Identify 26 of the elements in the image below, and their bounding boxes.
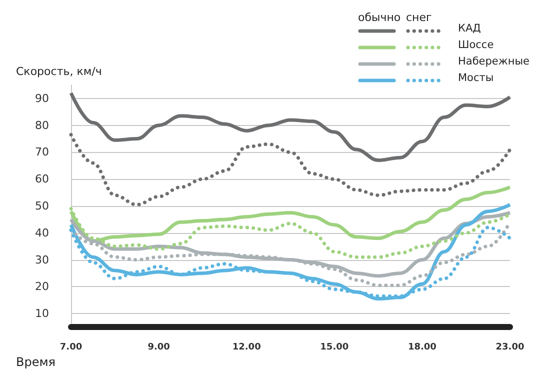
y-tick-label: 70: [35, 146, 49, 159]
legend-label: Мосты: [458, 72, 494, 84]
x-tick-label: 15.00: [320, 342, 349, 352]
y-tick-label: 40: [35, 226, 49, 240]
y-tick-label: 90: [35, 92, 49, 105]
text: обычно: [358, 11, 401, 24]
line-series: [69, 91, 512, 162]
y-tick-label: 20: [35, 280, 49, 294]
x-tick-label: 9.00: [148, 342, 170, 352]
y-tick-label: 50: [35, 200, 49, 212]
legend-label: Шоссе: [458, 39, 494, 51]
y-tick-label: 80: [35, 118, 49, 132]
legend-label: Набережные: [458, 56, 530, 68]
y-tick-label: 60: [35, 172, 49, 186]
y-axis-title: Скорость, км/ч: [16, 65, 102, 78]
x-tick-label: 12.00: [232, 342, 261, 352]
y-tick-label: 30: [35, 253, 49, 266]
line-series: [69, 202, 512, 301]
x-tick-label: 23.00: [496, 342, 524, 352]
y-tick-label: 10: [35, 307, 49, 320]
text: снег: [406, 11, 432, 24]
x-tick-label: 7.00: [60, 342, 82, 352]
legend-label: КАД: [458, 22, 481, 34]
line-series: [69, 132, 512, 206]
x-axis-title: Время: [16, 355, 56, 369]
x-tick-label: 18.00: [408, 342, 436, 352]
